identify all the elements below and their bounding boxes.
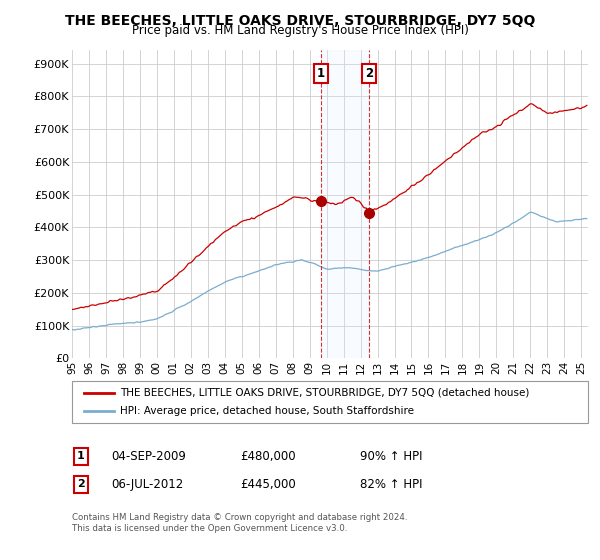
Text: 2: 2 — [77, 479, 85, 489]
Text: £445,000: £445,000 — [240, 478, 296, 491]
Text: £480,000: £480,000 — [240, 450, 296, 463]
Text: THE BEECHES, LITTLE OAKS DRIVE, STOURBRIDGE, DY7 5QQ (detached house): THE BEECHES, LITTLE OAKS DRIVE, STOURBRI… — [120, 388, 529, 398]
Text: 90% ↑ HPI: 90% ↑ HPI — [360, 450, 422, 463]
Text: 1: 1 — [317, 67, 325, 80]
Text: 1: 1 — [77, 451, 85, 461]
Text: 04-SEP-2009: 04-SEP-2009 — [111, 450, 186, 463]
Text: 2: 2 — [365, 67, 373, 80]
Text: THE BEECHES, LITTLE OAKS DRIVE, STOURBRIDGE, DY7 5QQ: THE BEECHES, LITTLE OAKS DRIVE, STOURBRI… — [65, 14, 535, 28]
Text: 06-JUL-2012: 06-JUL-2012 — [111, 478, 183, 491]
Text: Price paid vs. HM Land Registry's House Price Index (HPI): Price paid vs. HM Land Registry's House … — [131, 24, 469, 37]
Text: 82% ↑ HPI: 82% ↑ HPI — [360, 478, 422, 491]
Bar — [321, 50, 369, 358]
Text: Contains HM Land Registry data © Crown copyright and database right 2024.: Contains HM Land Registry data © Crown c… — [72, 513, 407, 522]
Text: HPI: Average price, detached house, South Staffordshire: HPI: Average price, detached house, Sout… — [120, 406, 414, 416]
Text: This data is licensed under the Open Government Licence v3.0.: This data is licensed under the Open Gov… — [72, 524, 347, 533]
